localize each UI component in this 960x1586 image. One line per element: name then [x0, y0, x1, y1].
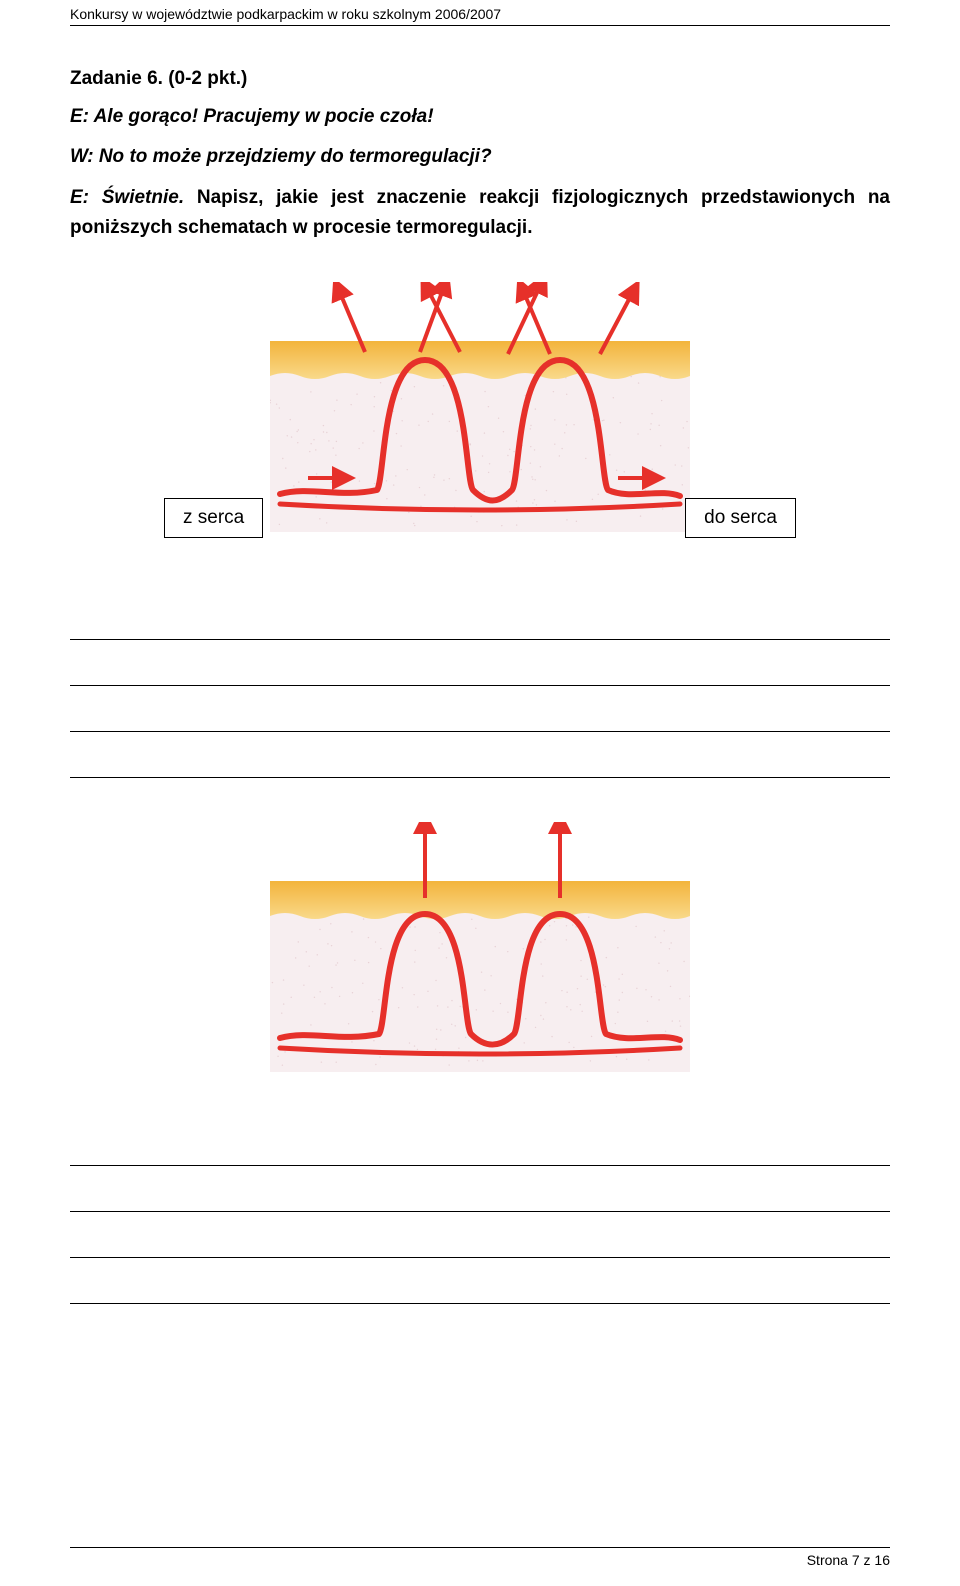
answer-line[interactable] [70, 1212, 890, 1258]
answer-lines-1 [70, 594, 890, 778]
answer-line[interactable] [70, 594, 890, 640]
task-title: Zadanie 6. (0-2 pkt.) [70, 68, 890, 90]
answer-line[interactable] [70, 640, 890, 686]
dialogue-line-1: E: Ale gorąco! Pracujemy w pocie czoła! [70, 104, 890, 130]
answer-line[interactable] [70, 686, 890, 732]
page-footer: Strona 7 z 16 [70, 1547, 890, 1568]
diagram-2-container [70, 822, 890, 1072]
answer-line[interactable] [70, 1166, 890, 1212]
skin-diagram-constricted [270, 822, 690, 1072]
diagram-1-container: z serca do serca [70, 282, 890, 532]
instruction-lead: E: Świetnie. [70, 187, 197, 208]
task-instruction: E: Świetnie. Napisz, jakie jest znaczeni… [70, 183, 890, 242]
answer-line[interactable] [70, 732, 890, 778]
answer-lines-2 [70, 1120, 890, 1304]
page-header: Konkursy w województwie podkarpackim w r… [70, 0, 890, 26]
skin-diagram-dilated [270, 282, 690, 532]
label-to-heart: do serca [685, 498, 796, 538]
answer-line[interactable] [70, 1258, 890, 1304]
dialogue-line-2: W: No to może przejdziemy do termoregula… [70, 144, 890, 170]
answer-line[interactable] [70, 1120, 890, 1166]
label-from-heart: z serca [164, 498, 263, 538]
